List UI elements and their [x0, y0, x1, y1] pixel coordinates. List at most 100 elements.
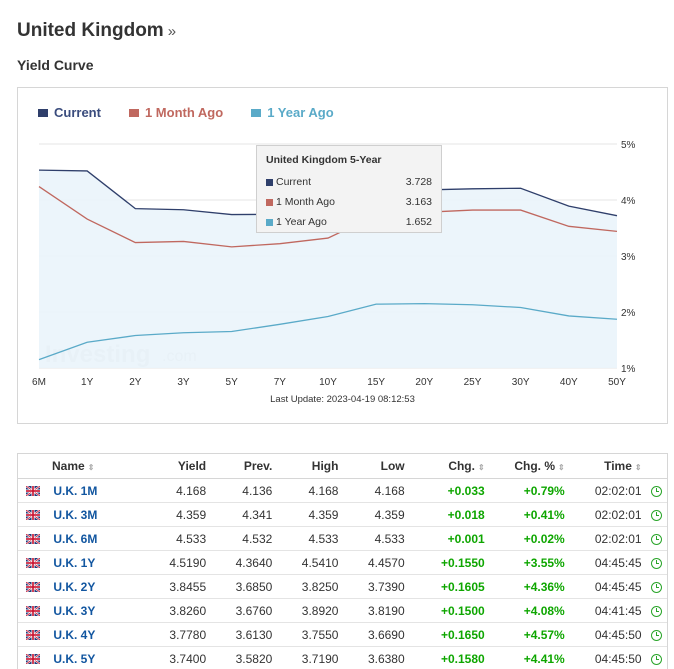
table-row[interactable]: U.K. 6M 4.533 4.532 4.533 4.533 +0.001 +0.02% 0… [18, 526, 667, 551]
change-cell: +0.1650 [408, 622, 489, 647]
x-tick-label: 5Y [226, 377, 239, 388]
tooltip-row: 1 Month Ago 3.163 [266, 192, 432, 212]
change-pct-cell: +3.55% [488, 550, 569, 575]
instrument-link[interactable]: U.K. 6M [18, 526, 134, 551]
clock-cell [645, 598, 667, 623]
low-cell: 4.168 [342, 478, 409, 503]
instrument-name[interactable]: U.K. 6M [53, 531, 98, 546]
legend-item[interactable]: Current [38, 105, 101, 120]
uk-flag-icon [26, 510, 40, 521]
change-pct-cell: +0.79% [488, 478, 569, 503]
change-cell: +0.001 [408, 526, 489, 551]
prev-cell: 3.6130 [210, 622, 277, 647]
column-header-chg[interactable]: Chg. % ⇕ [488, 454, 569, 479]
change-cell: +0.018 [408, 502, 489, 527]
instrument-name[interactable]: U.K. 2Y [53, 579, 96, 594]
instrument-link[interactable]: U.K. 3Y [18, 598, 134, 623]
instrument-link[interactable]: U.K. 5Y [18, 646, 134, 669]
time-cell: 02:02:01 [568, 502, 646, 527]
sort-icon[interactable]: ⇕ [634, 463, 642, 472]
yield-curve-chart: 5% 4% 3% 2% 1% 6M 1Y 2Y 3Y 5Y 7Y 10Y 15Y 20Y 25Y 30Y 40Y… [17, 87, 668, 424]
sort-icon[interactable]: ⇕ [87, 463, 95, 472]
prev-cell: 3.5820 [210, 646, 277, 669]
instrument-name[interactable]: U.K. 5Y [53, 651, 96, 666]
chart-legend: Current 1 Month Ago 1 Year Ago [38, 105, 334, 120]
instrument-link[interactable]: U.K. 4Y [18, 622, 134, 647]
instrument-name[interactable]: U.K. 3M [53, 507, 98, 522]
column-header-yield[interactable]: Yield [133, 454, 211, 479]
yield-cell: 4.5190 [133, 550, 211, 575]
legend-item[interactable]: 1 Year Ago [251, 105, 334, 120]
change-pct-cell: +4.41% [488, 646, 569, 669]
instrument-name[interactable]: U.K. 1Y [53, 555, 96, 570]
column-header-time[interactable]: Time ⇕ [568, 454, 646, 479]
table-row[interactable]: U.K. 3Y 3.8260 3.6760 3.8920 3.8190 +0.1500 +4… [18, 598, 667, 623]
low-cell: 4.4570 [342, 550, 409, 575]
tooltip-title: United Kingdom 5-Year [266, 154, 382, 166]
high-cell: 4.168 [276, 478, 343, 503]
table-row[interactable]: U.K. 2Y 3.8455 3.6850 3.8250 3.7390 +0.1605 +4… [18, 574, 667, 599]
table-row[interactable]: U.K. 1M 4.168 4.136 4.168 4.168 +0.033 +0.79% 0… [18, 478, 667, 503]
clock-icon [650, 629, 662, 641]
instrument-link[interactable]: U.K. 3M [18, 502, 134, 527]
x-tick-label: 15Y [367, 377, 385, 388]
column-header-high[interactable]: High [276, 454, 343, 479]
yield-cell: 3.7780 [133, 622, 211, 647]
table-row[interactable]: U.K. 1Y 4.5190 4.3640 4.5410 4.4570 +0.1550 +3… [18, 550, 667, 575]
change-cell: +0.033 [408, 478, 489, 503]
legend-swatch [38, 108, 48, 117]
low-cell: 3.6380 [342, 646, 409, 669]
tooltip-label: 1 Year Ago [276, 216, 327, 228]
time-cell: 04:41:45 [568, 598, 646, 623]
clock-icon [650, 509, 662, 521]
sort-icon[interactable]: ⇕ [558, 463, 565, 472]
column-header-low[interactable]: Low [342, 454, 409, 479]
tooltip-value: 3.163 [405, 196, 432, 208]
instrument-link[interactable]: U.K. 1M [18, 478, 134, 503]
low-cell: 4.359 [342, 502, 409, 527]
uk-flag-icon [26, 486, 40, 497]
high-cell: 3.8250 [276, 574, 343, 599]
time-cell: 04:45:50 [568, 646, 646, 669]
prev-cell: 3.6760 [210, 598, 277, 623]
x-tick-label: 50Y [608, 377, 626, 388]
prev-cell: 3.6850 [210, 574, 277, 599]
column-header-name[interactable]: Name ⇕ [18, 454, 134, 479]
table-row[interactable]: U.K. 4Y 3.7780 3.6130 3.7550 3.6690 +0.1650 +4… [18, 622, 667, 647]
change-pct-cell: +4.08% [488, 598, 569, 623]
instrument-link[interactable]: U.K. 2Y [18, 574, 134, 599]
country-title[interactable]: United Kingdom [17, 20, 164, 41]
x-tick-label: 7Y [274, 377, 287, 388]
chart-canvas: 5% 4% 3% 2% 1% 6M 1Y 2Y 3Y 5Y 7Y 10Y 15Y 20Y 25Y 30Y 40Y… [32, 140, 636, 388]
clock-icon [650, 653, 662, 665]
table-row[interactable]: U.K. 5Y 3.7400 3.5820 3.7190 3.6380 +0.1580 +4… [18, 646, 667, 669]
sort-icon[interactable]: ⇕ [477, 463, 485, 472]
high-cell: 4.533 [276, 526, 343, 551]
prev-cell: 4.532 [210, 526, 277, 551]
section-subtitle: Yield Curve [17, 57, 94, 73]
tooltip-value: 1.652 [405, 216, 432, 228]
y-tick-label: 3% [621, 252, 636, 263]
legend-item[interactable]: 1 Month Ago [128, 105, 223, 120]
last-update: Last Update: 2023-04-19 08:12:53 [270, 394, 415, 405]
instrument-name[interactable]: U.K. 3Y [53, 603, 96, 618]
clock-icon [650, 581, 662, 593]
instrument-name[interactable]: U.K. 4Y [53, 627, 96, 642]
yield-cell: 3.8455 [133, 574, 211, 599]
column-header-chg[interactable]: Chg. ⇕ [408, 454, 489, 479]
y-tick-label: 1% [621, 364, 636, 375]
instrument-link[interactable]: U.K. 1Y [18, 550, 134, 575]
tooltip-value: 3.728 [405, 176, 432, 188]
x-tick-label: 3Y [177, 377, 190, 388]
table-row[interactable]: U.K. 3M 4.359 4.341 4.359 4.359 +0.018 +0.41% 0… [18, 502, 667, 527]
header-clock-col [645, 454, 667, 479]
column-header-prev[interactable]: Prev. [210, 454, 277, 479]
instrument-name[interactable]: U.K. 1M [53, 483, 98, 498]
low-cell: 3.8190 [342, 598, 409, 623]
more-arrow[interactable]: » [167, 23, 177, 40]
time-cell: 04:45:50 [568, 622, 646, 647]
series-line-1-year-ago [38, 302, 618, 361]
clock-icon [650, 485, 662, 497]
y-tick-label: 4% [621, 196, 636, 207]
prev-cell: 4.341 [210, 502, 277, 527]
